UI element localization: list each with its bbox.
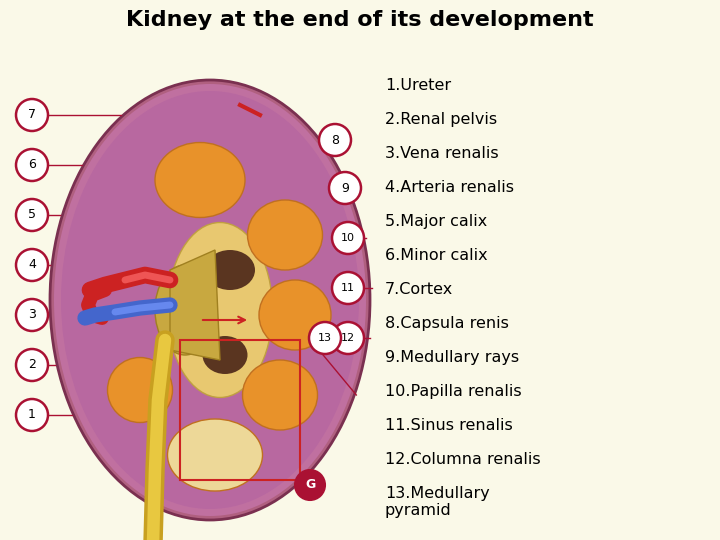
Text: 6.Minor calix: 6.Minor calix xyxy=(385,248,487,263)
Ellipse shape xyxy=(248,200,323,270)
Text: 7: 7 xyxy=(28,109,36,122)
Circle shape xyxy=(295,470,325,500)
Ellipse shape xyxy=(61,91,359,509)
Text: G: G xyxy=(305,478,315,491)
Text: 10: 10 xyxy=(341,233,355,243)
Text: 13.Medullary
pyramid: 13.Medullary pyramid xyxy=(385,486,490,518)
Text: 5: 5 xyxy=(28,208,36,221)
Polygon shape xyxy=(170,250,220,360)
Circle shape xyxy=(16,99,48,131)
Ellipse shape xyxy=(168,419,263,491)
Text: Kidney at the end of its development: Kidney at the end of its development xyxy=(126,10,594,30)
Ellipse shape xyxy=(155,143,245,218)
Circle shape xyxy=(16,199,48,231)
Circle shape xyxy=(319,124,351,156)
Text: 3: 3 xyxy=(28,308,36,321)
Ellipse shape xyxy=(202,336,248,374)
Ellipse shape xyxy=(50,80,370,520)
Text: 2.Renal pelvis: 2.Renal pelvis xyxy=(385,112,497,127)
Text: 1.Ureter: 1.Ureter xyxy=(385,78,451,93)
Text: 12.Columna renalis: 12.Columna renalis xyxy=(385,452,541,467)
Circle shape xyxy=(332,272,364,304)
Circle shape xyxy=(329,172,361,204)
Text: 3.Vena renalis: 3.Vena renalis xyxy=(385,146,499,161)
Text: 2: 2 xyxy=(28,359,36,372)
Text: 4: 4 xyxy=(28,259,36,272)
Text: 13: 13 xyxy=(318,333,332,343)
Text: 9: 9 xyxy=(341,181,349,194)
Circle shape xyxy=(332,322,364,354)
Circle shape xyxy=(332,222,364,254)
Ellipse shape xyxy=(243,360,318,430)
Ellipse shape xyxy=(259,280,331,350)
Ellipse shape xyxy=(54,84,366,516)
Text: 1: 1 xyxy=(28,408,36,422)
Text: 7.Cortex: 7.Cortex xyxy=(385,282,454,297)
Text: 8: 8 xyxy=(331,133,339,146)
Ellipse shape xyxy=(205,250,255,290)
Circle shape xyxy=(16,249,48,281)
Ellipse shape xyxy=(107,357,173,422)
Text: 8.Capsula renis: 8.Capsula renis xyxy=(385,316,509,331)
Text: 5.Major calix: 5.Major calix xyxy=(385,214,487,229)
Circle shape xyxy=(16,299,48,331)
Text: 4.Arteria renalis: 4.Arteria renalis xyxy=(385,180,514,195)
Text: 9.Medullary rays: 9.Medullary rays xyxy=(385,350,519,365)
Text: 11: 11 xyxy=(341,283,355,293)
Ellipse shape xyxy=(168,222,272,397)
Ellipse shape xyxy=(155,265,215,355)
Text: 6: 6 xyxy=(28,159,36,172)
Text: 10.Papilla renalis: 10.Papilla renalis xyxy=(385,384,521,399)
Text: 12: 12 xyxy=(341,333,355,343)
Text: 11.Sinus renalis: 11.Sinus renalis xyxy=(385,418,513,433)
Circle shape xyxy=(16,349,48,381)
Bar xyxy=(180,340,300,480)
Circle shape xyxy=(309,322,341,354)
Circle shape xyxy=(16,399,48,431)
Circle shape xyxy=(16,149,48,181)
Ellipse shape xyxy=(170,302,210,338)
